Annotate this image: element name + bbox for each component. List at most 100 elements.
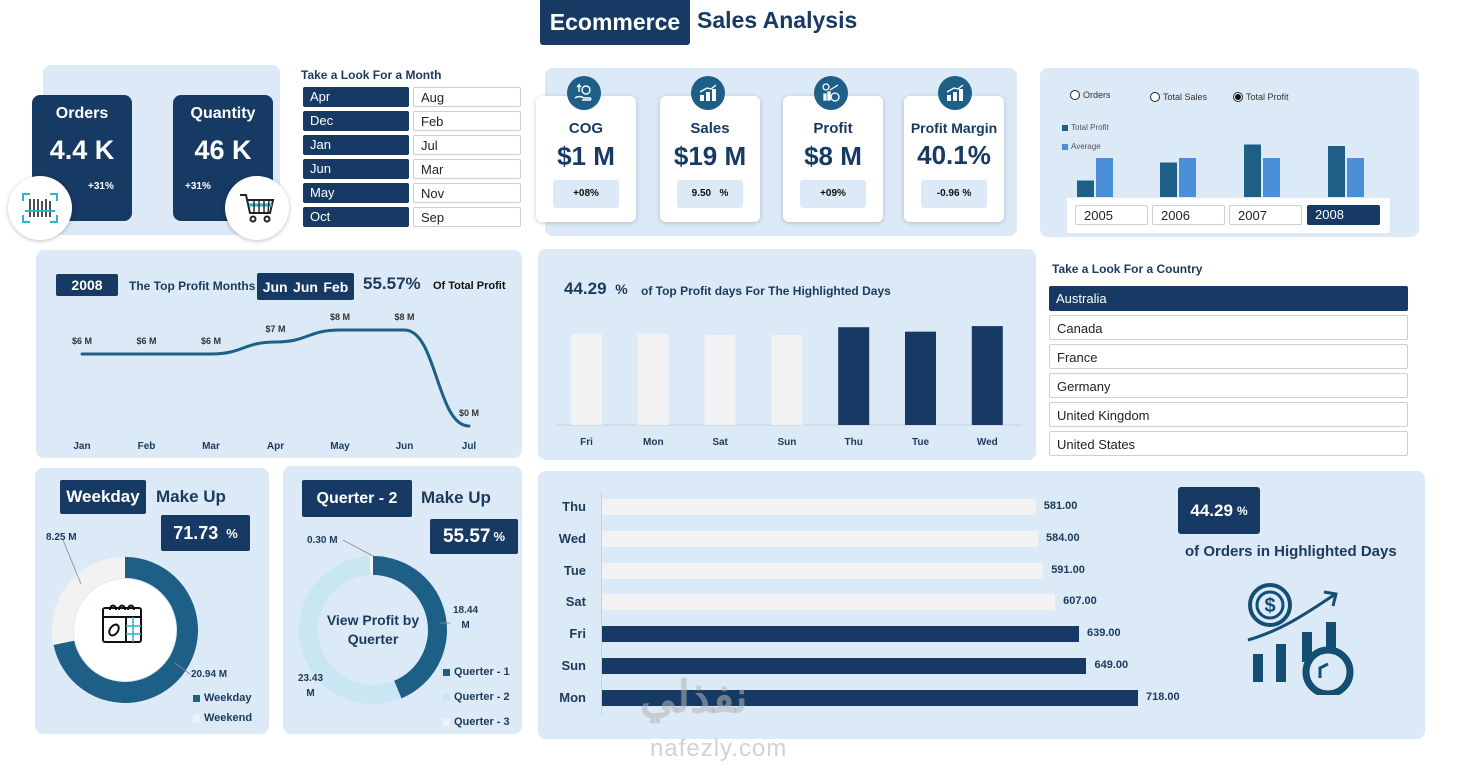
hbar-bar <box>602 626 1080 643</box>
hbar-bar <box>602 594 1056 611</box>
month-button[interactable]: Oct <box>303 207 409 227</box>
quarter-slice[interactable] <box>373 556 448 699</box>
month-button[interactable]: Jun <box>303 159 409 179</box>
day-x-tick: Sat <box>712 437 728 448</box>
legend-swatch <box>443 693 450 701</box>
hbar-data-label: 639.00 <box>1087 627 1121 640</box>
hbar-data-label: 584.00 <box>1045 531 1080 544</box>
year-button[interactable]: 2006 <box>1152 205 1225 225</box>
month-button[interactable]: Nov <box>413 183 521 203</box>
hbar-bar <box>602 530 1038 547</box>
q2-value-b: M <box>306 688 315 699</box>
radio-total-profit[interactable]: Total Profit <box>1233 92 1289 102</box>
weekday-percent-box: 71.73 % <box>161 515 250 551</box>
sales-label: Sales <box>690 120 730 137</box>
month-button[interactable]: Jan <box>303 135 409 155</box>
radio-circle[interactable] <box>1070 90 1080 100</box>
hbar-data-label: 581.00 <box>1043 500 1078 512</box>
quarter-slice[interactable] <box>299 556 402 704</box>
top-months-suffix: Of Total Profit <box>433 280 506 292</box>
hbar-category: Wed <box>558 530 586 546</box>
quarter-slice[interactable] <box>369 556 373 576</box>
radio-circle[interactable] <box>1150 92 1160 102</box>
day-x-tick: Mon <box>643 437 664 448</box>
radio-circle-checked[interactable] <box>1233 92 1243 102</box>
weekday-donut-chart <box>52 540 198 703</box>
line-x-tick: Mar <box>202 441 220 452</box>
weekday-percent-sign: % <box>226 525 238 541</box>
day-bar <box>704 335 736 425</box>
quantity-value: 46 K <box>194 135 252 165</box>
line-data-label: $8 M <box>394 312 414 322</box>
month-button[interactable]: Sep <box>413 207 521 227</box>
line-data-label: $6 M <box>136 336 156 346</box>
quarter-center-line2: Querter <box>347 631 399 647</box>
sales-change: 9.50 % <box>677 180 743 208</box>
weekday-title: Make Up <box>156 487 226 506</box>
top-days-bar-chart: Fri Mon Sat Sun Thu Tue Wed <box>555 326 1022 448</box>
weekday-value-label: 20.94 M <box>191 669 228 680</box>
hbar-bar <box>602 499 1036 515</box>
legend-label: Querter - 1 <box>454 666 510 678</box>
month-button[interactable]: Dec <box>303 111 409 131</box>
hbar-category: Sun <box>561 658 586 673</box>
quarter-center-text[interactable]: View Profit by Querter <box>318 611 428 649</box>
year-button[interactable]: 2007 <box>1229 205 1302 225</box>
top-month: Feb <box>323 278 349 295</box>
month-button[interactable]: Aug <box>413 87 521 107</box>
year-button[interactable]: 2005 <box>1075 205 1148 225</box>
sales-value: $19 M <box>673 141 747 171</box>
year-bar-average <box>1263 158 1280 197</box>
country-button[interactable]: United States <box>1049 431 1408 456</box>
day-bar <box>571 333 602 425</box>
orders-days-percent-sign: % <box>1236 503 1248 518</box>
year-button-selected[interactable]: 2008 <box>1307 205 1380 225</box>
top-months-percent: 55.57% <box>363 274 421 293</box>
legend-weekday: Weekday <box>193 692 252 704</box>
line-data-label: $8 M <box>330 312 350 322</box>
orders-days-percent: 44.29 <box>1190 500 1233 520</box>
hbar-category: Fri <box>569 626 586 642</box>
hbar-category: Thu <box>562 499 586 514</box>
hbar-bar <box>602 689 1138 706</box>
line-data-label: $6 M <box>201 336 221 346</box>
weekday-slice[interactable] <box>52 557 125 645</box>
month-button[interactable]: May <box>303 183 409 203</box>
hbar-bar <box>602 562 1044 579</box>
hbar-axis <box>601 492 602 714</box>
q2-value-label: 23.43 M <box>298 671 323 701</box>
growth-chart-icon <box>938 76 972 110</box>
country-button-selected[interactable]: Australia <box>1049 286 1408 311</box>
profit-label: Profit <box>813 120 853 137</box>
month-button[interactable]: Apr <box>303 87 409 107</box>
radio-total-sales[interactable]: Total Sales <box>1150 92 1207 102</box>
country-button[interactable]: Germany <box>1049 373 1408 398</box>
country-button[interactable]: United Kingdom <box>1049 402 1408 427</box>
month-button[interactable]: Jul <box>413 135 521 155</box>
legend-q1: Querter - 1 <box>443 666 510 678</box>
weekday-tag: Weekday <box>60 480 146 514</box>
radio-orders[interactable]: Orders <box>1070 90 1111 100</box>
legend-weekend: Weekend <box>193 712 252 724</box>
day-bar <box>971 326 1003 425</box>
month-button[interactable]: Feb <box>413 111 521 131</box>
quantity-label: Quantity <box>190 105 256 122</box>
legend-label: Weekday <box>204 692 252 704</box>
legend-swatch <box>443 718 450 726</box>
quantity-change: +31% <box>185 181 211 192</box>
radio-label: Orders <box>1083 90 1111 100</box>
q2-value-a: 23.43 <box>298 673 324 684</box>
country-button[interactable]: Canada <box>1049 315 1408 340</box>
weekday-percent: 71.73 <box>173 522 219 543</box>
hbar-data-label: 718.00 <box>1146 690 1180 703</box>
q1-value-b: M <box>461 620 470 631</box>
line-x-tick: May <box>330 441 350 452</box>
quarter-center-line1: View Profit by <box>326 612 420 628</box>
day-x-tick: Sun <box>777 437 796 448</box>
legend-swatch <box>443 668 450 676</box>
country-button[interactable]: France <box>1049 344 1408 369</box>
month-button[interactable]: Mar <box>413 159 521 179</box>
top-days-percent-sign: % <box>615 281 628 297</box>
watermark-latin: nafezly.com <box>650 735 788 762</box>
top-days-percent: 44.29 % <box>564 279 628 299</box>
